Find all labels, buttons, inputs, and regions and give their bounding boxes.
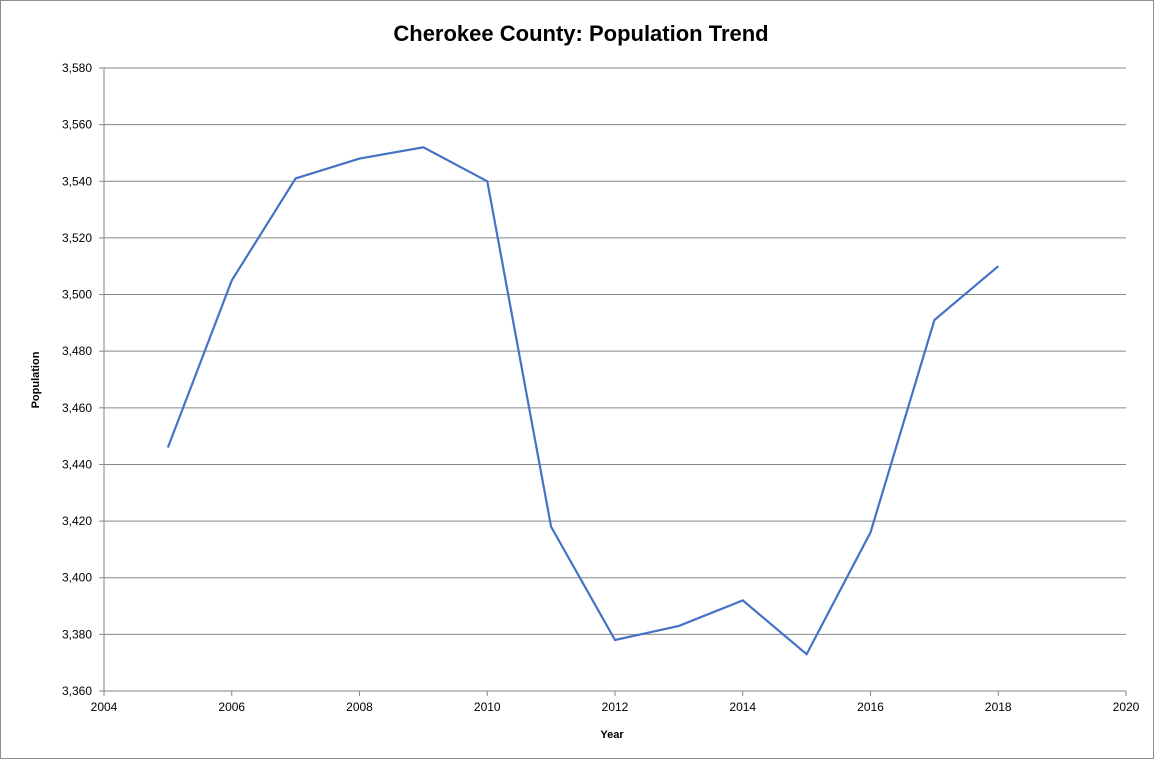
y-axis-title: Population bbox=[30, 351, 42, 408]
y-tick-label: 3,500 bbox=[62, 288, 92, 302]
x-tick-label: 2020 bbox=[1113, 700, 1140, 714]
y-tick-label: 3,560 bbox=[62, 118, 92, 132]
y-tick-label: 3,380 bbox=[62, 627, 92, 641]
axes bbox=[103, 68, 1126, 692]
y-axis-ticks: 3,360 3,380 3,400 3,420 3,440 3,460 3,480 3,500… bbox=[62, 61, 104, 698]
y-tick-label: 3,440 bbox=[62, 457, 92, 471]
y-tick-label: 3,400 bbox=[62, 571, 92, 585]
y-tick-label: 3,460 bbox=[62, 401, 92, 415]
x-tick-label: 2014 bbox=[729, 700, 756, 714]
chart-title: Cherokee County: Population Trend bbox=[393, 21, 768, 46]
series-line bbox=[166, 146, 1000, 656]
y-tick-label: 3,480 bbox=[62, 344, 92, 358]
gridlines bbox=[104, 67, 1126, 635]
x-tick-label: 2008 bbox=[346, 700, 373, 714]
y-tick-label: 3,580 bbox=[62, 61, 92, 75]
y-tick-label: 3,520 bbox=[62, 231, 92, 245]
x-axis-title: Year bbox=[600, 729, 624, 741]
x-tick-label: 2016 bbox=[857, 700, 884, 714]
x-axis-ticks: 2004 2006 2008 2010 2012 2014 2016 2018 2020 bbox=[91, 691, 1140, 714]
y-tick-label: 3,420 bbox=[62, 514, 92, 528]
x-tick-label: 2006 bbox=[218, 700, 245, 714]
series-group bbox=[166, 146, 1000, 656]
x-tick-label: 2018 bbox=[985, 700, 1012, 714]
y-tick-label: 3,360 bbox=[62, 684, 92, 698]
x-tick-label: 2004 bbox=[91, 700, 118, 714]
y-tick-label: 3,540 bbox=[62, 174, 92, 188]
x-tick-label: 2012 bbox=[602, 700, 629, 714]
x-tick-label: 2010 bbox=[474, 700, 501, 714]
